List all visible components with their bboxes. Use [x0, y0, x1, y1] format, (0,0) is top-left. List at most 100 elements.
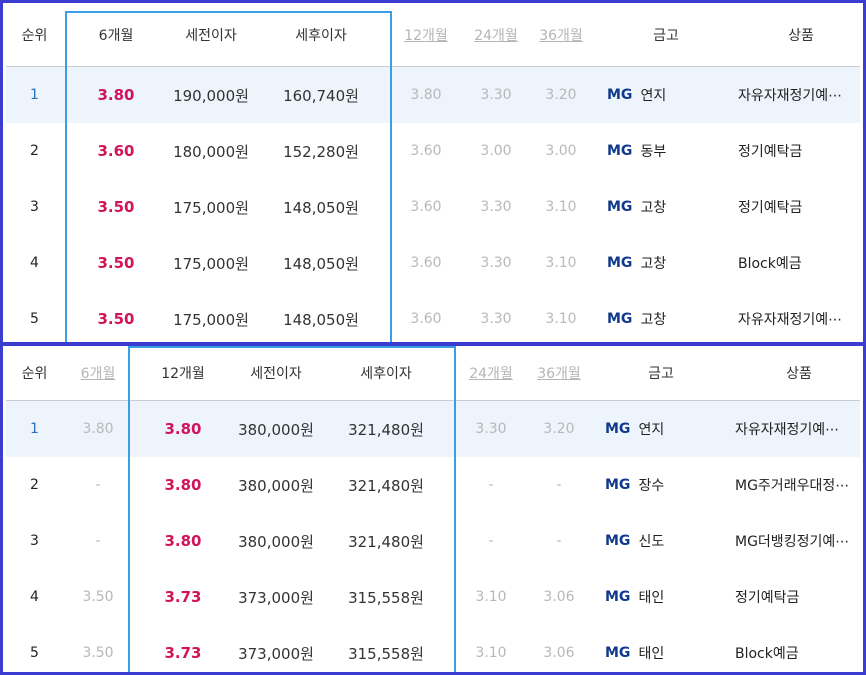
product-name[interactable]: 정기예탁금 — [735, 590, 800, 606]
product-name[interactable]: 정기예탁금 — [738, 144, 803, 160]
table-row[interactable]: 5 3.50 3.73 373,000원 315,558원 3.10 3.06 … — [6, 625, 860, 672]
bank-cell[interactable]: MG 신도 — [605, 513, 735, 569]
tab-24-month[interactable]: 24개월 — [469, 366, 513, 382]
rate-24-month: - — [488, 477, 494, 493]
header-bank: 금고 — [653, 27, 679, 44]
rate-6-month: - — [95, 533, 101, 549]
pretax-interest: 373,000원 — [238, 644, 314, 663]
aftertax-interest: 148,050원 — [283, 198, 359, 217]
rate-12-month: 3.80 — [164, 476, 202, 494]
tab-12-month[interactable]: 12개월 — [161, 366, 205, 382]
tab-6-month[interactable]: 6개월 — [80, 366, 116, 382]
header-rank: 순위 — [21, 366, 48, 382]
rate-6-month: 3.60 — [97, 142, 135, 160]
aftertax-interest: 315,558원 — [348, 588, 424, 607]
rate-36-month: 3.20 — [545, 87, 577, 103]
rate-6-month: 3.50 — [82, 589, 114, 605]
rate-12-month: 3.80 — [164, 532, 202, 550]
product-name[interactable]: 자유자재정기예⋯ — [738, 312, 843, 328]
product-name[interactable]: 정기예탁금 — [738, 200, 803, 216]
rank-cell: 1 — [30, 421, 39, 437]
bank-cell[interactable]: MG 장수 — [605, 457, 735, 513]
product-name[interactable]: MG더뱅킹정기예⋯ — [735, 534, 850, 550]
rate-6-month: 3.50 — [97, 254, 135, 272]
rate-12-month: 3.80 — [410, 87, 442, 103]
aftertax-interest: 321,480원 — [348, 532, 424, 551]
bank-name: 고창 — [640, 200, 667, 216]
rate-6-month: 3.80 — [82, 421, 114, 437]
mg-logo-icon: MG — [605, 477, 631, 493]
rate-6-month: 3.80 — [97, 86, 135, 104]
pretax-interest: 180,000원 — [173, 142, 249, 161]
product-name[interactable]: 자유자재정기예⋯ — [735, 422, 840, 438]
rate-24-month: 3.30 — [480, 87, 512, 103]
bank-cell[interactable]: MG 고창 — [607, 235, 737, 291]
rank-cell: 5 — [30, 311, 39, 327]
tab-36-month[interactable]: 36개월 — [539, 27, 583, 44]
product-name[interactable]: Block예금 — [735, 646, 799, 662]
tab-12-month[interactable]: 12개월 — [404, 27, 448, 44]
rate-12-month: 3.80 — [164, 420, 202, 438]
bank-name: 태인 — [638, 646, 665, 662]
bank-cell[interactable]: MG 동부 — [607, 123, 737, 179]
rank-cell: 4 — [30, 255, 39, 271]
table-row[interactable]: 3 3.50 175,000원 148,050원 3.60 3.30 3.10 … — [6, 179, 860, 235]
aftertax-interest: 321,480원 — [348, 476, 424, 495]
pretax-interest: 175,000원 — [173, 310, 249, 329]
rank-cell: 3 — [30, 199, 39, 215]
tab-36-month[interactable]: 36개월 — [537, 366, 581, 382]
bank-cell[interactable]: MG 고창 — [607, 291, 737, 342]
aftertax-interest: 148,050원 — [283, 254, 359, 273]
rate-6-month: 3.50 — [82, 645, 114, 661]
product-name[interactable]: MG주거래우대정⋯ — [735, 478, 850, 494]
rate-6-month: - — [95, 477, 101, 493]
tab-6-month[interactable]: 6개월 — [98, 27, 134, 44]
pretax-interest: 190,000원 — [173, 86, 249, 105]
rate-24-month: 3.30 — [480, 255, 512, 271]
table-row[interactable]: 3 - 3.80 380,000원 321,480원 - - MG 신도 MG더… — [6, 513, 860, 569]
table-row[interactable]: 4 3.50 3.73 373,000원 315,558원 3.10 3.06 … — [6, 569, 860, 625]
rate-6-month: 3.50 — [97, 310, 135, 328]
bank-name: 신도 — [638, 534, 665, 550]
header-product: 상품 — [788, 27, 814, 44]
rank-cell: 4 — [30, 589, 39, 605]
aftertax-interest: 315,558원 — [348, 644, 424, 663]
rate-24-month: 3.30 — [480, 311, 512, 327]
product-name[interactable]: Block예금 — [738, 256, 802, 272]
rate-12-month: 3.73 — [164, 644, 202, 662]
rate-table-12-month: 순위 6개월 12개월 세전이자 세후이자 24개월 36개월 금고 상품 1 … — [0, 343, 866, 675]
pretax-interest: 380,000원 — [238, 532, 314, 551]
rate-36-month: 3.20 — [543, 421, 575, 437]
rate-24-month: 3.10 — [475, 645, 507, 661]
tab-24-month[interactable]: 24개월 — [474, 27, 518, 44]
rate-24-month: 3.30 — [475, 421, 507, 437]
rank-cell: 1 — [30, 87, 39, 103]
rate-36-month: 3.10 — [545, 311, 577, 327]
product-name[interactable]: 자유자재정기예⋯ — [738, 88, 843, 104]
table-row[interactable]: 2 - 3.80 380,000원 321,480원 - - MG 장수 MG주… — [6, 457, 860, 513]
table-row[interactable]: 1 3.80 3.80 380,000원 321,480원 3.30 3.20 … — [6, 401, 860, 457]
bank-cell[interactable]: MG 태인 — [605, 625, 735, 672]
bank-cell[interactable]: MG 연지 — [605, 401, 735, 457]
rate-36-month: - — [556, 533, 562, 549]
table-row[interactable]: 5 3.50 175,000원 148,050원 3.60 3.30 3.10 … — [6, 291, 860, 342]
aftertax-interest: 160,740원 — [283, 86, 359, 105]
aftertax-interest: 321,480원 — [348, 420, 424, 439]
rank-cell: 5 — [30, 645, 39, 661]
table-row[interactable]: 4 3.50 175,000원 148,050원 3.60 3.30 3.10 … — [6, 235, 860, 291]
header-bank: 금고 — [648, 366, 674, 382]
mg-logo-icon: MG — [605, 421, 631, 437]
table-header: 순위 6개월 세전이자 세후이자 12개월 24개월 36개월 금고 상품 — [6, 3, 860, 67]
header-pretax-interest: 세전이자 — [250, 366, 302, 382]
bank-name: 태인 — [638, 590, 665, 606]
bank-cell[interactable]: MG 태인 — [605, 569, 735, 625]
bank-name: 장수 — [638, 478, 665, 494]
rate-36-month: 3.10 — [545, 255, 577, 271]
table-row[interactable]: 2 3.60 180,000원 152,280원 3.60 3.00 3.00 … — [6, 123, 860, 179]
table-header: 순위 6개월 12개월 세전이자 세후이자 24개월 36개월 금고 상품 — [6, 346, 860, 401]
bank-cell[interactable]: MG 연지 — [607, 67, 737, 123]
bank-cell[interactable]: MG 고창 — [607, 179, 737, 235]
table-row[interactable]: 1 3.80 190,000원 160,740원 3.80 3.30 3.20 … — [6, 67, 860, 123]
mg-logo-icon: MG — [607, 143, 633, 159]
header-aftertax-interest: 세후이자 — [360, 366, 412, 382]
